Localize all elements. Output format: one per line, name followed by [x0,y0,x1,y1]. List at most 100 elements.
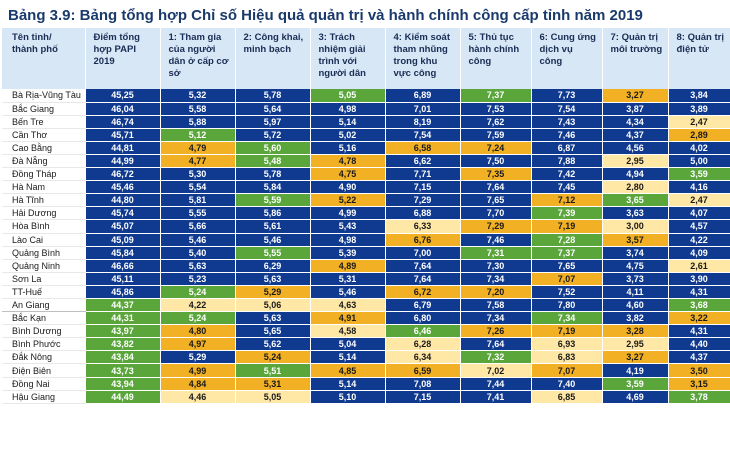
col-public-services-cell: 7,73 [531,89,603,103]
col-e-governance-cell: 3,84 [668,89,730,103]
col-admin-procedures-cell: 7,34 [460,272,532,286]
col-transparency-cell: 5,46 [235,233,311,247]
table-row: Điện Biên 43,73 4,99 5,51 4,85 6,59 7,02 7,07 4,… [2,363,730,378]
col-papi-total-cell: 44,80 [85,193,161,208]
col-admin-procedures-cell: 7,26 [460,324,532,339]
col-admin-procedures-cell: 7,24 [460,141,532,155]
col-accountability-cell: 5,14 [310,115,386,129]
col-e-governance-cell: 3,78 [668,390,730,404]
province-name: Bình Dương [2,324,86,339]
col-e-governance-cell: 4,22 [668,233,730,247]
table-row: Bình Dương 43,97 4,80 5,65 4,58 6,46 7,26 7,19 3… [2,324,730,339]
col-admin-procedures-cell: 7,41 [460,390,532,404]
col-environment-cell: 3,27 [602,89,669,103]
col-public-services-cell: 7,54 [531,102,603,116]
col-admin-procedures-cell: 7,62 [460,115,532,129]
col-public-services-cell: 7,40 [531,377,603,391]
col-public-services-cell: 7,43 [531,115,603,129]
col-e-governance-cell: 4,02 [668,141,730,155]
table-row: An Giang 44,37 4,22 5,06 4,63 6,79 7,58 7,80 4,6… [2,298,730,313]
col-environment-cell: 4,75 [602,259,669,273]
col-corruption-control-cell: 6,89 [385,89,461,103]
col-environment-cell: 3,87 [602,102,669,116]
col-accountability-cell: 4,75 [310,167,386,182]
col-transparency-cell: 5,05 [235,390,311,404]
col-papi-total-cell: 43,97 [85,324,161,339]
col-e-governance-cell: 2,47 [668,193,730,208]
province-name: Bắc Kạn [2,311,86,326]
col-e-governance-cell: 5,00 [668,154,730,169]
table-body: Bà Rịa-Vũng Tàu 45,25 5,32 5,78 5,05 6,89 7,37… [2,89,730,404]
col-environment-cell: 4,19 [602,363,669,378]
col-corruption-control-cell: 6,72 [385,285,461,300]
col-corruption-control-cell: 7,54 [385,128,461,142]
col-accountability-cell: 5,10 [310,390,386,404]
col-accountability-cell: 5,16 [310,141,386,155]
col-environment-cell: 3,00 [602,219,669,234]
col-public-services-cell: 7,46 [531,128,603,142]
col-accountability-cell: 5,14 [310,377,386,391]
col-accountability-cell: 4,89 [310,259,386,273]
col-corruption-control-cell: 6,58 [385,141,461,155]
col-admin-procedures-cell: 7,53 [460,102,532,116]
papi-table: Tên tỉnh/ thành phố Điểm tổng hợp PAPI 20… [2,28,730,404]
col-corruption-control-cell: 6,80 [385,311,461,326]
col-corruption-control-cell: 7,71 [385,167,461,182]
col-participation-cell: 5,12 [160,128,236,142]
col-papi-total-cell: 44,99 [85,154,161,169]
col-participation-cell: 5,23 [160,272,236,286]
table-row: Bến Tre 46,74 5,88 5,97 5,14 8,19 7,62 7,43 4,34… [2,115,730,129]
col-transparency-cell: 5,72 [235,128,311,142]
col-papi-total-cell: 44,49 [85,390,161,404]
col-province-header: Tên tỉnh/ thành phố [2,28,86,89]
col-participation-cell: 5,55 [160,206,236,221]
province-name: An Giang [2,298,86,313]
col-environment-cell: 4,34 [602,115,669,129]
col-admin-procedures-cell: 7,20 [460,285,532,300]
col-papi-total-cell: 46,04 [85,102,161,116]
col-public-services-cell: 6,87 [531,141,603,155]
province-name: Hòa Bình [2,219,86,234]
col-transparency-cell: 5,65 [235,324,311,339]
province-name: Lào Cai [2,233,86,247]
col-e-governance-cell: 2,89 [668,128,730,142]
col-admin-procedures-cell: 7,59 [460,128,532,142]
col-corruption-control-cell: 7,64 [385,259,461,273]
col-admin-procedures-cell: 7,46 [460,233,532,247]
col-public-services-cell: 7,34 [531,311,603,326]
col-e-governance-cell: 3,89 [668,102,730,116]
col-corruption-control-cell: 7,64 [385,272,461,286]
col-transparency-cell: 5,59 [235,193,311,208]
col-admin-procedures-cell: 7,34 [460,311,532,326]
col-papi-total-cell: 43,73 [85,363,161,378]
col-accountability-cell: 4,99 [310,206,386,221]
col-environment-cell: 3,74 [602,246,669,260]
col-environment-cell: 4,69 [602,390,669,404]
col-transparency-cell: 5,60 [235,141,311,155]
col-admin-procedures-cell: 7,44 [460,377,532,391]
col-participation-cell: 5,32 [160,89,236,103]
province-name: Bình Phước [2,337,86,352]
col-transparency-cell: 5,63 [235,272,311,286]
col-e-governance-header: 8: Quản trị điện tử [668,28,730,89]
col-accountability-cell: 5,43 [310,219,386,234]
col-participation-header: 1: Tham gia của người dân ở cấp cơ sở [160,28,236,89]
col-environment-cell: 2,95 [602,337,669,352]
col-participation-cell: 4,77 [160,154,236,169]
province-name: Hà Nam [2,180,86,195]
table-row: Hà Tĩnh 44,80 5,81 5,59 5,22 7,29 7,65 7,12 3,65… [2,193,730,208]
col-public-services-cell: 7,12 [531,193,603,208]
col-accountability-cell: 4,98 [310,233,386,247]
province-name: Đắk Nông [2,350,86,365]
col-e-governance-cell: 4,07 [668,206,730,221]
col-admin-procedures-header: 5: Thủ tục hành chính công [460,28,532,89]
table-row: Hà Nam 45,46 5,54 5,84 4,90 7,15 7,64 7,45 2,80 4… [2,180,730,195]
col-papi-total-cell: 44,37 [85,298,161,313]
col-accountability-cell: 4,63 [310,298,386,313]
col-corruption-control-cell: 6,28 [385,337,461,352]
col-public-services-cell: 7,88 [531,154,603,169]
col-accountability-cell: 4,98 [310,102,386,116]
col-papi-total-cell: 45,07 [85,219,161,234]
province-name: Đà Nẵng [2,154,86,169]
col-environment-cell: 4,94 [602,167,669,182]
